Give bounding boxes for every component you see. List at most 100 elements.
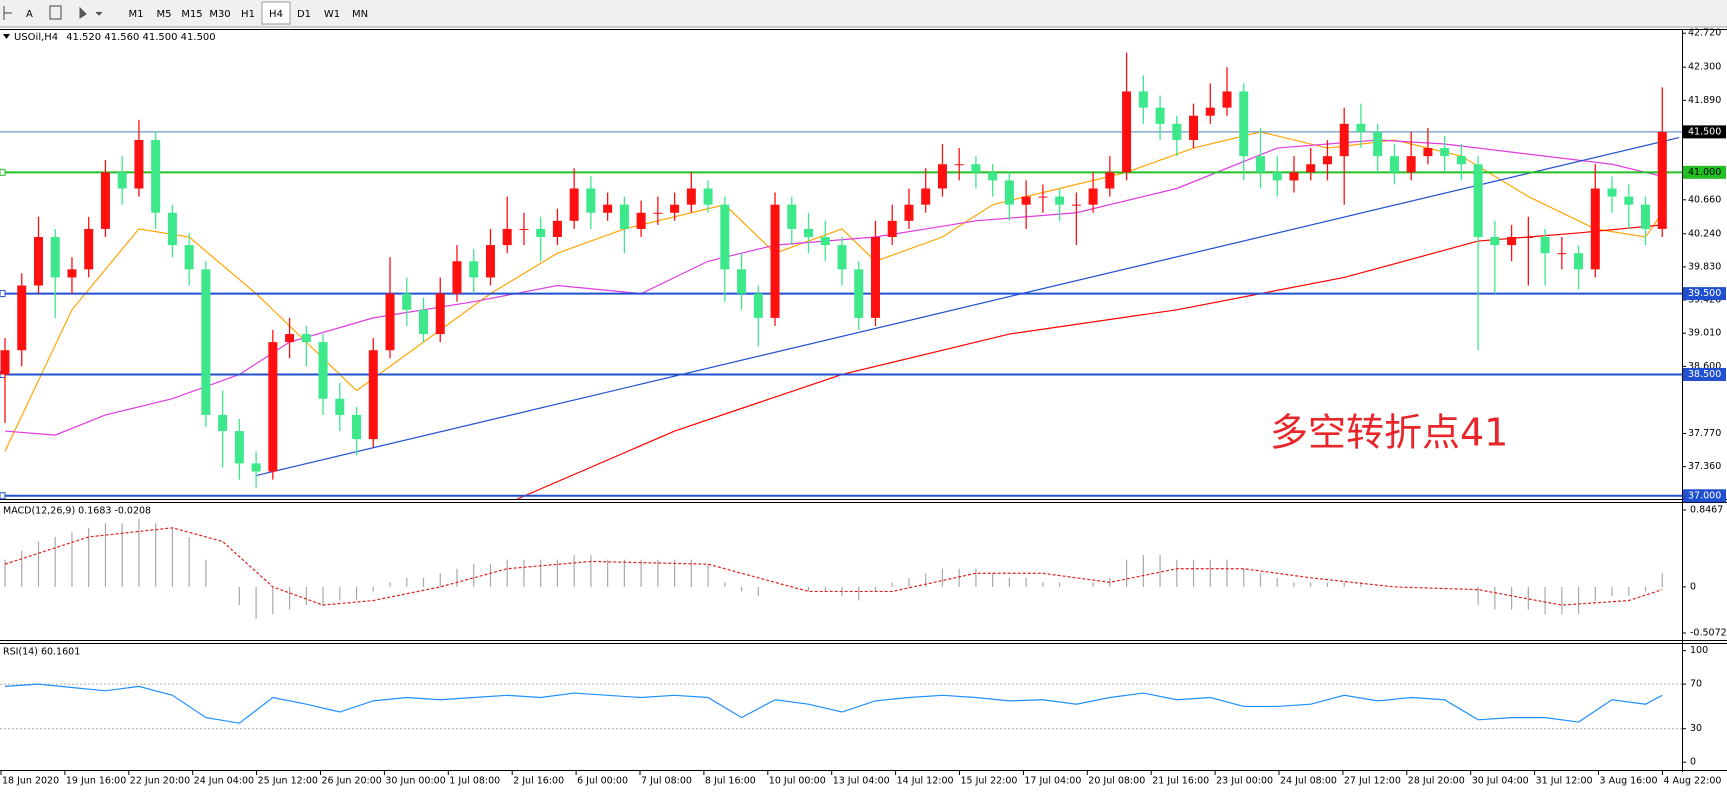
symbol-title: USOil,H4 (14, 32, 58, 43)
candle-body (1004, 180, 1014, 205)
price-tick-label: 39.010 (1688, 328, 1721, 339)
candle-body (301, 334, 311, 343)
timeframe-label[interactable]: MN (352, 9, 368, 20)
candle-body (1222, 91, 1232, 108)
date-label: 15 Jul 22:00 (961, 776, 1018, 787)
indicator-label: MACD(12,26,9) 0.1683 -0.0208 (3, 506, 151, 517)
price-tick-label: 42.300 (1688, 62, 1721, 73)
indicator-tick-label: -0.5072 (1690, 628, 1727, 639)
date-label: 14 Jul 12:00 (897, 776, 954, 787)
candle-body (318, 342, 328, 399)
candle-body (1607, 188, 1617, 197)
candle-body (1657, 131, 1667, 229)
candle-body (1540, 237, 1550, 254)
level-box (1683, 367, 1726, 381)
candle-body (1239, 91, 1249, 157)
candle-body (33, 237, 43, 286)
candle-body (1088, 188, 1098, 205)
symbol-icon (3, 34, 10, 39)
candle-body (1138, 91, 1148, 108)
date-label: 7 Jul 08:00 (641, 776, 692, 787)
candle-body (1289, 172, 1299, 181)
level-label: 39.500 (1688, 288, 1721, 299)
text-tool[interactable]: A (26, 9, 33, 20)
candle-body (1389, 156, 1399, 173)
level-handle (0, 290, 6, 298)
indicator-tick-label: 0 (1690, 757, 1696, 768)
candle-body (1557, 253, 1567, 255)
candle-body (402, 293, 412, 310)
candle-body (519, 228, 529, 230)
indicator-line (4, 139, 1663, 436)
timeframe-button[interactable] (261, 1, 291, 25)
indicator-tick-label: 70 (1690, 679, 1702, 690)
objects-tool[interactable] (79, 6, 103, 19)
date-label: 24 Jul 08:00 (1280, 776, 1337, 787)
price-tick-label: 40.240 (1688, 228, 1721, 239)
candle-body (921, 188, 931, 205)
candle-body (603, 204, 613, 213)
indicator-line (517, 224, 1663, 500)
candle-body (820, 237, 830, 246)
timeframe-label[interactable]: M15 (181, 9, 202, 20)
date-label: 6 Jul 00:00 (577, 776, 628, 787)
candle-body (1523, 237, 1533, 239)
candle-body (285, 334, 295, 343)
timeframe-label[interactable]: M30 (209, 9, 230, 20)
timeframe-label[interactable]: H1 (241, 9, 255, 20)
candle-body (268, 342, 278, 472)
candle-body (1456, 156, 1466, 165)
candle-body (837, 245, 847, 270)
timeframe-label[interactable]: D1 (297, 9, 311, 20)
candle-body (435, 293, 445, 335)
timeframe-label[interactable]: M5 (157, 9, 172, 20)
candle-body (1373, 131, 1383, 157)
candle-body (937, 164, 947, 189)
timeframe-label[interactable]: H4 (269, 9, 283, 20)
candle-body (167, 212, 177, 246)
date-label: 30 Jun 00:00 (385, 776, 445, 787)
candle-body (184, 245, 194, 270)
date-label: 19 Jun 16:00 (66, 776, 126, 787)
candle-body (1440, 148, 1450, 157)
candle-body (887, 220, 897, 238)
candle-body (1406, 156, 1416, 173)
candle-body (1105, 172, 1115, 189)
candle-body (419, 309, 428, 335)
date-label: 2 Jul 16:00 (513, 776, 564, 787)
candle-body (352, 414, 362, 440)
level-handle (0, 168, 6, 176)
candle-body (1490, 237, 1500, 246)
label-tool[interactable] (49, 5, 62, 20)
indicator-line (255, 136, 1680, 477)
level-label: 41.000 (1688, 167, 1721, 178)
candle-body (536, 228, 546, 238)
candle-body (971, 164, 981, 173)
annotation: 多空转折点41 (1270, 411, 1508, 455)
candle-body (1641, 204, 1651, 229)
candle-body (1155, 107, 1165, 124)
tool-icon[interactable] (3, 6, 12, 20)
candle-body (954, 164, 964, 166)
candle-body (201, 269, 211, 415)
candle-body (904, 204, 914, 221)
candle-body (117, 172, 127, 189)
date-label: 8 Jul 16:00 (705, 776, 756, 787)
timeframe-label[interactable]: W1 (324, 9, 340, 20)
candle-body (485, 245, 495, 278)
date-label: 17 Jul 04:00 (1024, 776, 1081, 787)
price-tick-label: 37.360 (1688, 461, 1721, 472)
date-label: 22 Jun 20:00 (130, 776, 190, 787)
candle-body (1339, 123, 1349, 157)
ohlc-values: 41.520 41.560 41.500 41.500 (66, 32, 216, 43)
candle-body (1322, 156, 1332, 165)
candle-body (770, 204, 780, 318)
candle-body (1624, 196, 1634, 205)
date-label: 13 Jul 04:00 (833, 776, 890, 787)
candle-body (50, 237, 60, 278)
timeframe-label[interactable]: M1 (129, 9, 144, 20)
date-label: 20 Jul 08:00 (1088, 776, 1145, 787)
candle-body (1590, 188, 1600, 270)
price-tick-label: 38.600 (1688, 361, 1721, 372)
candle-body (569, 188, 579, 221)
